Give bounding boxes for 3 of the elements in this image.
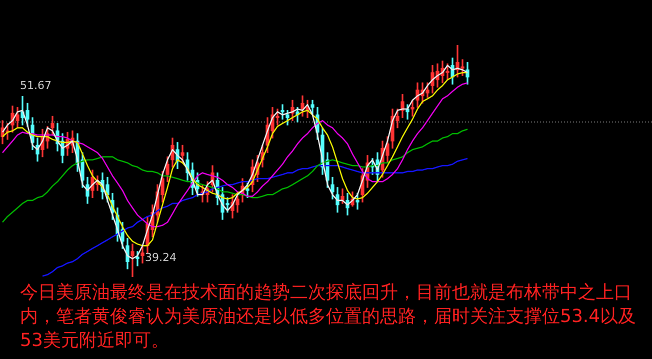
annotation: 39.24 <box>145 251 176 264</box>
text: 今日美原油最终是在技术面的趋势二次探底回升，目前也就是布林带中之上口内，笔者黄俊睿认为美原油还是以低多位置的思路，届时关注支撑位53.4以及53美元附近即可。 <box>20 281 638 353</box>
annotation: 51.67 <box>20 79 52 92</box>
